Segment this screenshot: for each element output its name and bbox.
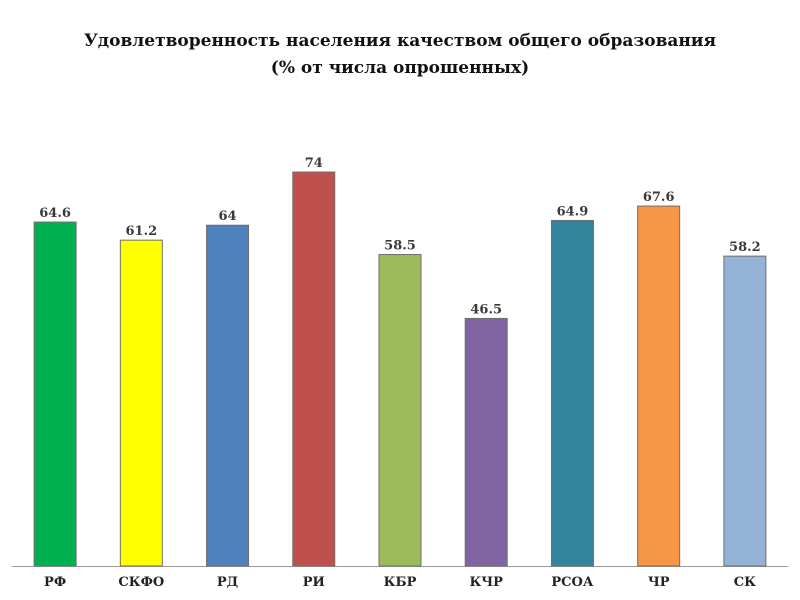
data-label-8: 67.6 <box>643 190 675 205</box>
bar-9 <box>723 255 767 567</box>
bars-layer <box>33 171 767 567</box>
x-tick-label-3: РД <box>217 575 238 590</box>
bar-8 <box>637 205 681 567</box>
chart-title-block: Удовлетворенность населения качеством об… <box>0 28 800 82</box>
data-label-2: 61.2 <box>125 224 157 239</box>
bar-7 <box>550 219 594 567</box>
x-tick-label-2: СКФО <box>118 575 164 590</box>
x-tick-label-6: КЧР <box>469 575 503 590</box>
data-label-6: 46.5 <box>470 302 502 317</box>
x-tick-label-4: РИ <box>303 575 325 590</box>
data-label-4: 74 <box>305 156 323 171</box>
labels-layer: 64.6 61.2 64 74 58.5 46.5 64.9 67.6 58.2 <box>39 156 760 317</box>
data-label-9: 58.2 <box>729 240 761 255</box>
data-label-1: 64.6 <box>39 206 71 221</box>
bar-5 <box>378 254 422 567</box>
x-tick-label-5: КБР <box>384 575 417 590</box>
chart-subtitle: (% от числа опрошенных) <box>270 58 530 78</box>
chart-title: Удовлетворенность населения качеством об… <box>83 31 717 51</box>
data-label-5: 58.5 <box>384 239 416 254</box>
bar-1 <box>33 221 77 567</box>
data-label-3: 64 <box>219 209 237 224</box>
x-tick-label-9: СК <box>734 575 756 590</box>
bar-2 <box>119 239 163 567</box>
bar-3 <box>206 224 250 567</box>
x-tick-label-8: ЧР <box>648 575 670 590</box>
ticks-layer: РФ СКФО РД РИ КБР КЧР РСОА ЧР СК <box>44 575 756 590</box>
x-tick-label-7: РСОА <box>551 575 593 590</box>
data-label-7: 64.9 <box>557 204 589 219</box>
x-tick-label-1: РФ <box>44 575 66 590</box>
bar-4 <box>292 171 336 567</box>
bar-6 <box>464 317 508 567</box>
